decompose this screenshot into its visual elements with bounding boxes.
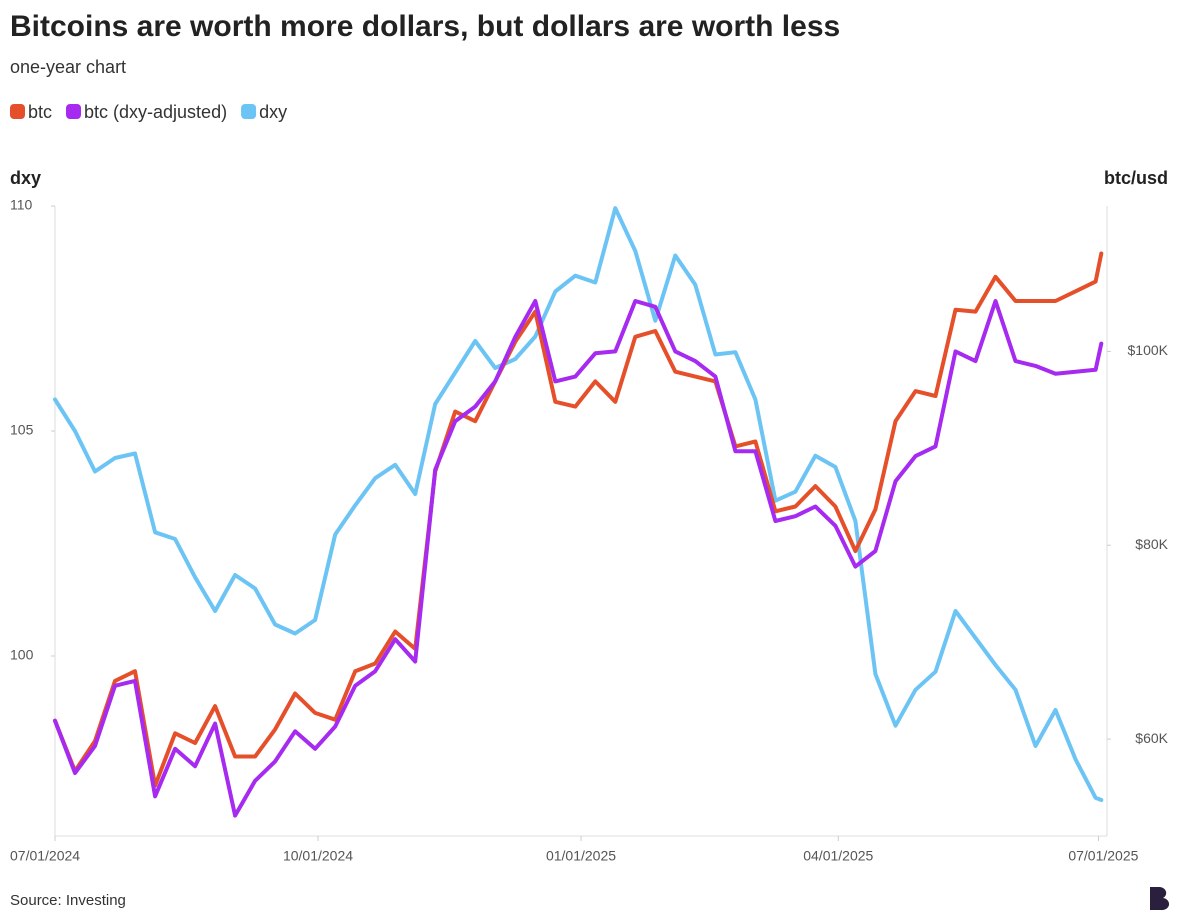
y-axis-title: dxy (10, 168, 41, 188)
y2-tick-label: $100K (1128, 342, 1169, 358)
y2-tick-label: $60K (1135, 730, 1168, 746)
x-tick-label: 07/01/2025 (1068, 848, 1138, 864)
legend-swatch (10, 104, 25, 119)
legend-swatch (66, 104, 82, 119)
source-note: Source: Investing (10, 892, 126, 909)
y2-axis-title: btc/usd (1104, 168, 1168, 188)
y-tick-label: 110 (10, 197, 33, 213)
x-tick-label: 10/01/2024 (283, 848, 353, 864)
x-tick-label: 01/01/2025 (546, 848, 616, 864)
series-line (53, 251, 1104, 788)
legend-item: btc (10, 102, 52, 122)
y2-tick-label: $80K (1135, 536, 1168, 552)
chart-subtitle: one-year chart (10, 57, 126, 77)
chart-title: Bitcoins are worth more dollars, but dol… (10, 10, 840, 43)
legend-swatch (241, 104, 257, 119)
y-tick-label: 100 (10, 647, 34, 663)
y-tick-label: 105 (10, 422, 34, 438)
legend-item: btc (dxy-adjusted) (66, 102, 227, 122)
x-tick-label: 04/01/2025 (803, 848, 873, 864)
series-line (53, 299, 1104, 818)
legend-label: btc (dxy-adjusted) (84, 102, 227, 122)
logo (1150, 887, 1170, 911)
legend-label: dxy (259, 102, 287, 122)
series-line (53, 206, 1104, 802)
legend-item: dxy (241, 102, 287, 122)
legend-label: btc (28, 102, 52, 122)
x-tick-label: 07/01/2024 (10, 848, 80, 864)
